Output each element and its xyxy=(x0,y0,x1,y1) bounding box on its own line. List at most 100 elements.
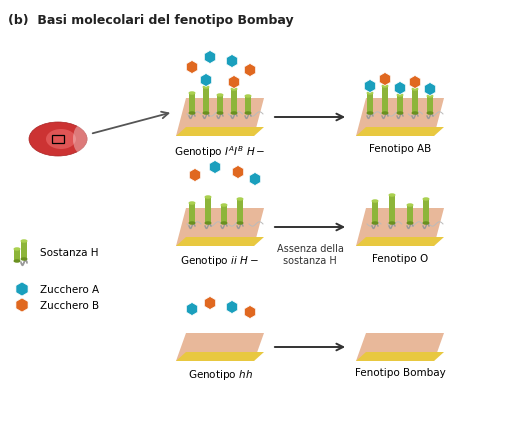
Polygon shape xyxy=(189,169,201,182)
Bar xyxy=(423,200,429,224)
Polygon shape xyxy=(245,306,255,319)
Bar xyxy=(407,206,413,224)
Ellipse shape xyxy=(236,198,244,201)
Ellipse shape xyxy=(382,85,388,89)
Text: Zucchero B: Zucchero B xyxy=(40,300,99,310)
Polygon shape xyxy=(176,209,264,246)
Polygon shape xyxy=(226,301,238,314)
Ellipse shape xyxy=(205,196,211,199)
Ellipse shape xyxy=(367,92,373,95)
Ellipse shape xyxy=(203,112,209,116)
Polygon shape xyxy=(176,237,264,246)
Ellipse shape xyxy=(231,112,237,116)
Ellipse shape xyxy=(220,204,227,207)
Ellipse shape xyxy=(422,222,430,225)
Text: Fenotipo Bombay: Fenotipo Bombay xyxy=(355,367,445,377)
Ellipse shape xyxy=(372,200,378,203)
Polygon shape xyxy=(186,61,197,74)
Bar xyxy=(221,206,227,224)
Polygon shape xyxy=(209,161,221,174)
Bar xyxy=(21,241,27,259)
Ellipse shape xyxy=(21,258,27,261)
Ellipse shape xyxy=(388,194,396,197)
Polygon shape xyxy=(379,74,391,86)
Bar xyxy=(245,97,251,114)
Ellipse shape xyxy=(397,112,403,116)
Ellipse shape xyxy=(236,222,244,225)
Polygon shape xyxy=(356,128,444,137)
Polygon shape xyxy=(176,333,264,361)
Bar xyxy=(382,87,388,114)
Polygon shape xyxy=(245,64,255,77)
Bar xyxy=(397,96,403,114)
Ellipse shape xyxy=(245,112,251,116)
Text: Genotipo $\mathit{ii}$ $\mathit{H-}$: Genotipo $\mathit{ii}$ $\mathit{H-}$ xyxy=(180,253,260,267)
Ellipse shape xyxy=(412,112,418,116)
Ellipse shape xyxy=(217,94,223,98)
Bar xyxy=(205,197,211,224)
Bar xyxy=(389,196,395,224)
Bar xyxy=(203,88,209,114)
Ellipse shape xyxy=(189,92,195,95)
Polygon shape xyxy=(409,76,421,89)
Ellipse shape xyxy=(422,198,430,201)
Ellipse shape xyxy=(46,130,76,150)
Ellipse shape xyxy=(73,126,87,154)
Bar xyxy=(412,90,418,114)
Text: Assenza della
sostanza H: Assenza della sostanza H xyxy=(277,243,343,265)
Ellipse shape xyxy=(245,95,251,98)
Polygon shape xyxy=(356,333,444,361)
Polygon shape xyxy=(176,128,264,137)
Ellipse shape xyxy=(388,222,396,225)
Polygon shape xyxy=(424,83,436,96)
Ellipse shape xyxy=(217,112,223,116)
Polygon shape xyxy=(394,82,406,95)
Bar xyxy=(189,94,195,114)
Ellipse shape xyxy=(382,112,388,116)
Polygon shape xyxy=(16,283,28,296)
Polygon shape xyxy=(356,209,444,246)
Text: Sostanza H: Sostanza H xyxy=(40,247,99,258)
Bar xyxy=(189,203,195,224)
Bar xyxy=(367,94,373,114)
Ellipse shape xyxy=(29,123,87,157)
Text: (b)  Basi molecolari del fenotipo Bombay: (b) Basi molecolari del fenotipo Bombay xyxy=(8,14,294,27)
Ellipse shape xyxy=(203,86,209,89)
Bar xyxy=(372,202,378,224)
Ellipse shape xyxy=(13,260,21,263)
Ellipse shape xyxy=(406,222,414,225)
Polygon shape xyxy=(356,352,444,361)
Bar xyxy=(217,96,223,114)
Ellipse shape xyxy=(13,248,21,251)
Polygon shape xyxy=(204,297,216,310)
Ellipse shape xyxy=(189,202,195,205)
Polygon shape xyxy=(356,99,444,137)
Bar xyxy=(427,97,433,114)
Polygon shape xyxy=(249,173,261,186)
Ellipse shape xyxy=(427,95,433,98)
Polygon shape xyxy=(356,237,444,246)
Ellipse shape xyxy=(21,240,27,243)
Ellipse shape xyxy=(189,222,195,225)
Polygon shape xyxy=(16,298,28,312)
Polygon shape xyxy=(364,80,376,93)
Text: Fenotipo AB: Fenotipo AB xyxy=(369,144,431,154)
Ellipse shape xyxy=(372,222,378,225)
Ellipse shape xyxy=(205,222,211,225)
Ellipse shape xyxy=(231,88,237,92)
Text: Fenotipo O: Fenotipo O xyxy=(372,253,428,264)
Polygon shape xyxy=(204,51,216,64)
Polygon shape xyxy=(186,303,197,316)
Bar xyxy=(14,249,20,261)
Ellipse shape xyxy=(406,204,414,207)
Polygon shape xyxy=(226,55,238,68)
Ellipse shape xyxy=(367,112,373,116)
Ellipse shape xyxy=(397,94,403,98)
Bar xyxy=(237,200,243,224)
Polygon shape xyxy=(232,166,244,179)
Text: Genotipo $\mathit{hh}$: Genotipo $\mathit{hh}$ xyxy=(188,367,252,381)
Bar xyxy=(231,90,237,114)
Bar xyxy=(52,136,64,144)
Ellipse shape xyxy=(189,112,195,116)
Text: Zucchero A: Zucchero A xyxy=(40,284,99,294)
